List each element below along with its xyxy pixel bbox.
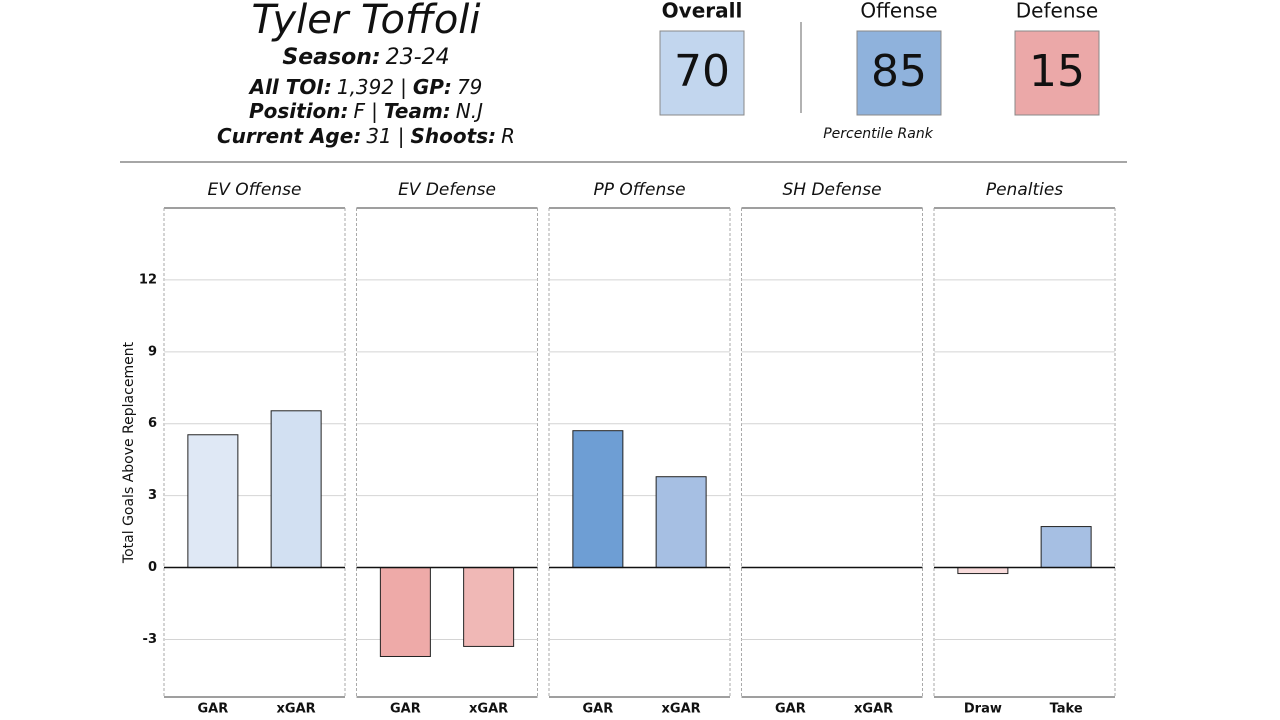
- separator: |: [371, 99, 378, 123]
- x-tick-label: xGAR: [854, 702, 893, 717]
- rank-value: 15: [1029, 46, 1085, 97]
- x-tick-label: xGAR: [469, 702, 508, 717]
- y-axis-title: Total Goals Above Replacement: [121, 341, 137, 564]
- y-tick-label: 6: [148, 416, 157, 431]
- info-value: 23-24: [386, 45, 450, 70]
- facet-title: Penalties: [986, 180, 1063, 200]
- facet-title: SH Defense: [782, 180, 881, 200]
- info-label: Shoots:: [411, 124, 497, 148]
- bar: [957, 567, 1009, 575]
- x-tick-label: GAR: [775, 702, 806, 717]
- y-tick-label: 3: [148, 488, 157, 503]
- rank-box: [659, 30, 745, 116]
- info-label: GP:: [413, 75, 452, 99]
- info-value: 1,392: [337, 75, 394, 99]
- bar: [270, 410, 322, 569]
- info-label: All TOI:: [248, 75, 332, 99]
- bar: [187, 434, 239, 569]
- y-tick-label: -3: [143, 632, 157, 647]
- rank-value: 85: [871, 46, 927, 97]
- rank-value: 70: [674, 46, 730, 97]
- x-tick-label: xGAR: [277, 702, 316, 717]
- rank-box: [1014, 30, 1100, 116]
- rank-note: Percentile Rank: [823, 126, 934, 142]
- bar: [572, 430, 624, 569]
- x-tick-label: Take: [1050, 702, 1083, 717]
- info-label: Position:: [249, 99, 349, 123]
- facet-title: PP Offense: [593, 180, 685, 200]
- info-line: Season: 23-24: [282, 45, 449, 70]
- x-tick-label: GAR: [582, 702, 613, 717]
- bar: [379, 567, 431, 657]
- x-tick-label: Draw: [964, 702, 1002, 717]
- info-label: Team:: [384, 99, 451, 123]
- rank-label: Defense: [1016, 0, 1098, 23]
- bar: [463, 567, 515, 647]
- bar: [1040, 526, 1092, 569]
- facet-title: EV Offense: [208, 180, 302, 200]
- separator: |: [398, 124, 405, 148]
- y-tick-label: 0: [148, 560, 157, 575]
- x-tick-label: xGAR: [662, 702, 701, 717]
- info-label: Current Age:: [217, 124, 361, 148]
- info-value: N.J: [456, 99, 483, 123]
- player-name: Tyler Toffoli: [251, 0, 480, 43]
- info-line: Position: F | Team: N.J: [249, 99, 483, 123]
- separator: |: [400, 75, 407, 99]
- y-tick-label: 12: [139, 272, 157, 287]
- x-tick-label: GAR: [390, 702, 421, 717]
- rank-label: Overall: [662, 0, 743, 23]
- y-tick-label: 9: [148, 344, 157, 359]
- info-line: Current Age: 31 | Shoots: R: [217, 124, 515, 148]
- info-line: All TOI: 1,392 | GP: 79: [248, 75, 483, 99]
- bar: [655, 476, 707, 569]
- info-label: Season:: [282, 45, 380, 70]
- x-tick-label: GAR: [197, 702, 228, 717]
- rank-box: [856, 30, 942, 116]
- info-value: 79: [457, 75, 482, 99]
- info-value: F: [354, 99, 366, 123]
- facet-title: EV Defense: [398, 180, 496, 200]
- info-value: 31: [366, 124, 391, 148]
- rank-label: Offense: [860, 0, 937, 23]
- info-value: R: [501, 124, 515, 148]
